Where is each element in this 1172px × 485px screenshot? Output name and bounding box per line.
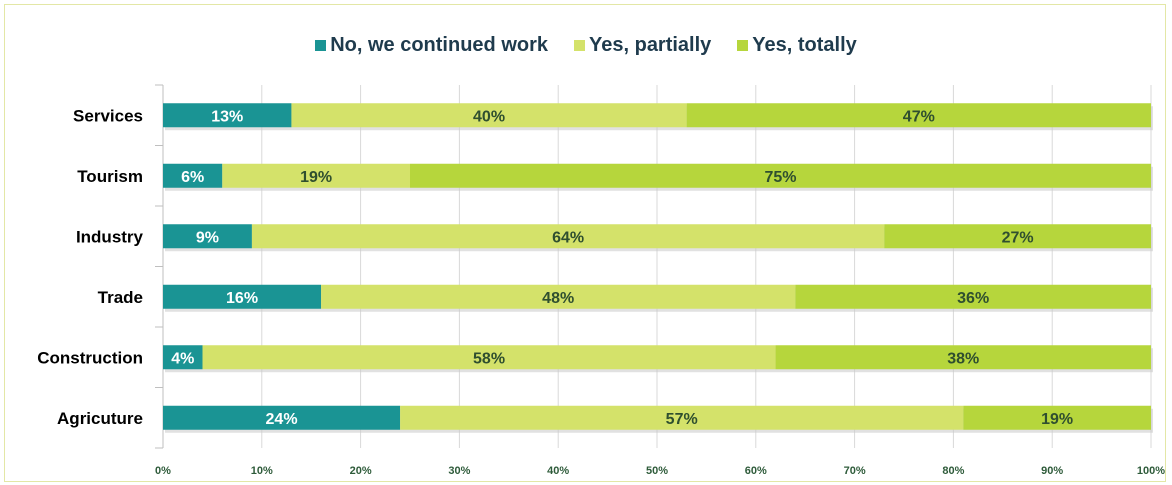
- legend-swatch-no-continued: [315, 40, 327, 51]
- x-axis-ticks: 0% 10% 20% 30% 40% 50% 60% 70% 80% 90% 100%: [155, 465, 1165, 477]
- x-tick-label: 70%: [844, 465, 866, 477]
- data-label: 9%: [196, 229, 219, 246]
- category-label: Industry: [76, 227, 144, 246]
- x-tick-label: 60%: [745, 465, 767, 477]
- x-tick-label: 10%: [251, 465, 273, 477]
- x-tick-label: 20%: [350, 465, 372, 477]
- bar-segment: [163, 103, 292, 128]
- legend: No, we continued work Yes, partially Yes…: [0, 34, 1172, 57]
- legend-swatch-yes-partially: [574, 40, 585, 51]
- bar-segment: [410, 163, 1151, 188]
- bar-segment: [163, 345, 203, 370]
- bar-segment: [163, 284, 322, 309]
- data-label: 38%: [947, 350, 979, 367]
- legend-item-yes-totally: Yes, totally: [737, 34, 857, 57]
- data-label: 19%: [1041, 411, 1073, 428]
- data-label: 27%: [1002, 229, 1034, 246]
- x-tick-label: 100%: [1137, 465, 1165, 477]
- bar-segment: [686, 103, 1151, 128]
- data-label: 4%: [171, 350, 194, 367]
- bar-segment: [251, 224, 885, 249]
- bar-segment: [400, 405, 964, 430]
- data-label: 6%: [181, 169, 204, 186]
- legend-label-yes-partially: Yes, partially: [589, 34, 712, 56]
- data-label: 13%: [211, 108, 243, 125]
- data-label: 24%: [266, 411, 298, 428]
- bars-layer: [163, 103, 1153, 433]
- data-label: 19%: [300, 169, 332, 186]
- category-label: Agricuture: [57, 409, 143, 428]
- x-tick-label: 90%: [1041, 465, 1063, 477]
- bar-segment: [884, 224, 1151, 249]
- data-label: 57%: [666, 411, 698, 428]
- legend-swatch-yes-totally: [737, 40, 749, 51]
- bar-segment: [163, 224, 252, 249]
- bar-segment: [163, 163, 223, 188]
- legend-item-yes-partially: Yes, partially: [574, 34, 711, 57]
- data-label: 64%: [552, 229, 584, 246]
- bar-segment: [963, 405, 1151, 430]
- y-axis-categories: Services Tourism Industry Trade Construction…: [37, 106, 143, 428]
- bar-segment: [775, 345, 1151, 370]
- x-tick-label: 80%: [942, 465, 964, 477]
- bar-segment: [163, 405, 401, 430]
- data-label: 40%: [473, 108, 505, 125]
- legend-label-no-continued: No, we continued work: [330, 34, 548, 56]
- data-label: 75%: [764, 169, 796, 186]
- category-label: Tourism: [77, 167, 143, 186]
- bar-segment: [795, 284, 1151, 309]
- bar-segment: [291, 103, 687, 128]
- category-label: Trade: [98, 288, 143, 307]
- legend-item-no-continued: No, we continued work: [315, 34, 548, 57]
- x-tick-label: 40%: [547, 465, 569, 477]
- category-label: Construction: [37, 348, 143, 367]
- data-label: 48%: [542, 290, 574, 307]
- x-tick-label: 30%: [448, 465, 470, 477]
- bar-segment: [222, 163, 410, 188]
- grid-layer: [155, 84, 1152, 449]
- x-tick-label: 50%: [646, 465, 668, 477]
- data-label: 16%: [226, 290, 258, 307]
- x-tick-label: 0%: [155, 465, 171, 477]
- bar-segment: [202, 345, 776, 370]
- bar-segment: [321, 284, 796, 309]
- labels-layer: 13% 40% 47% 6% 19% 75% 9% 64% 27% 16% 48% 36% 4% 58% 3…: [171, 108, 1073, 428]
- data-label: 36%: [957, 290, 989, 307]
- legend-label-yes-totally: Yes, totally: [752, 34, 857, 56]
- data-label: 58%: [473, 350, 505, 367]
- category-label: Services: [73, 106, 143, 125]
- data-label: 47%: [903, 108, 935, 125]
